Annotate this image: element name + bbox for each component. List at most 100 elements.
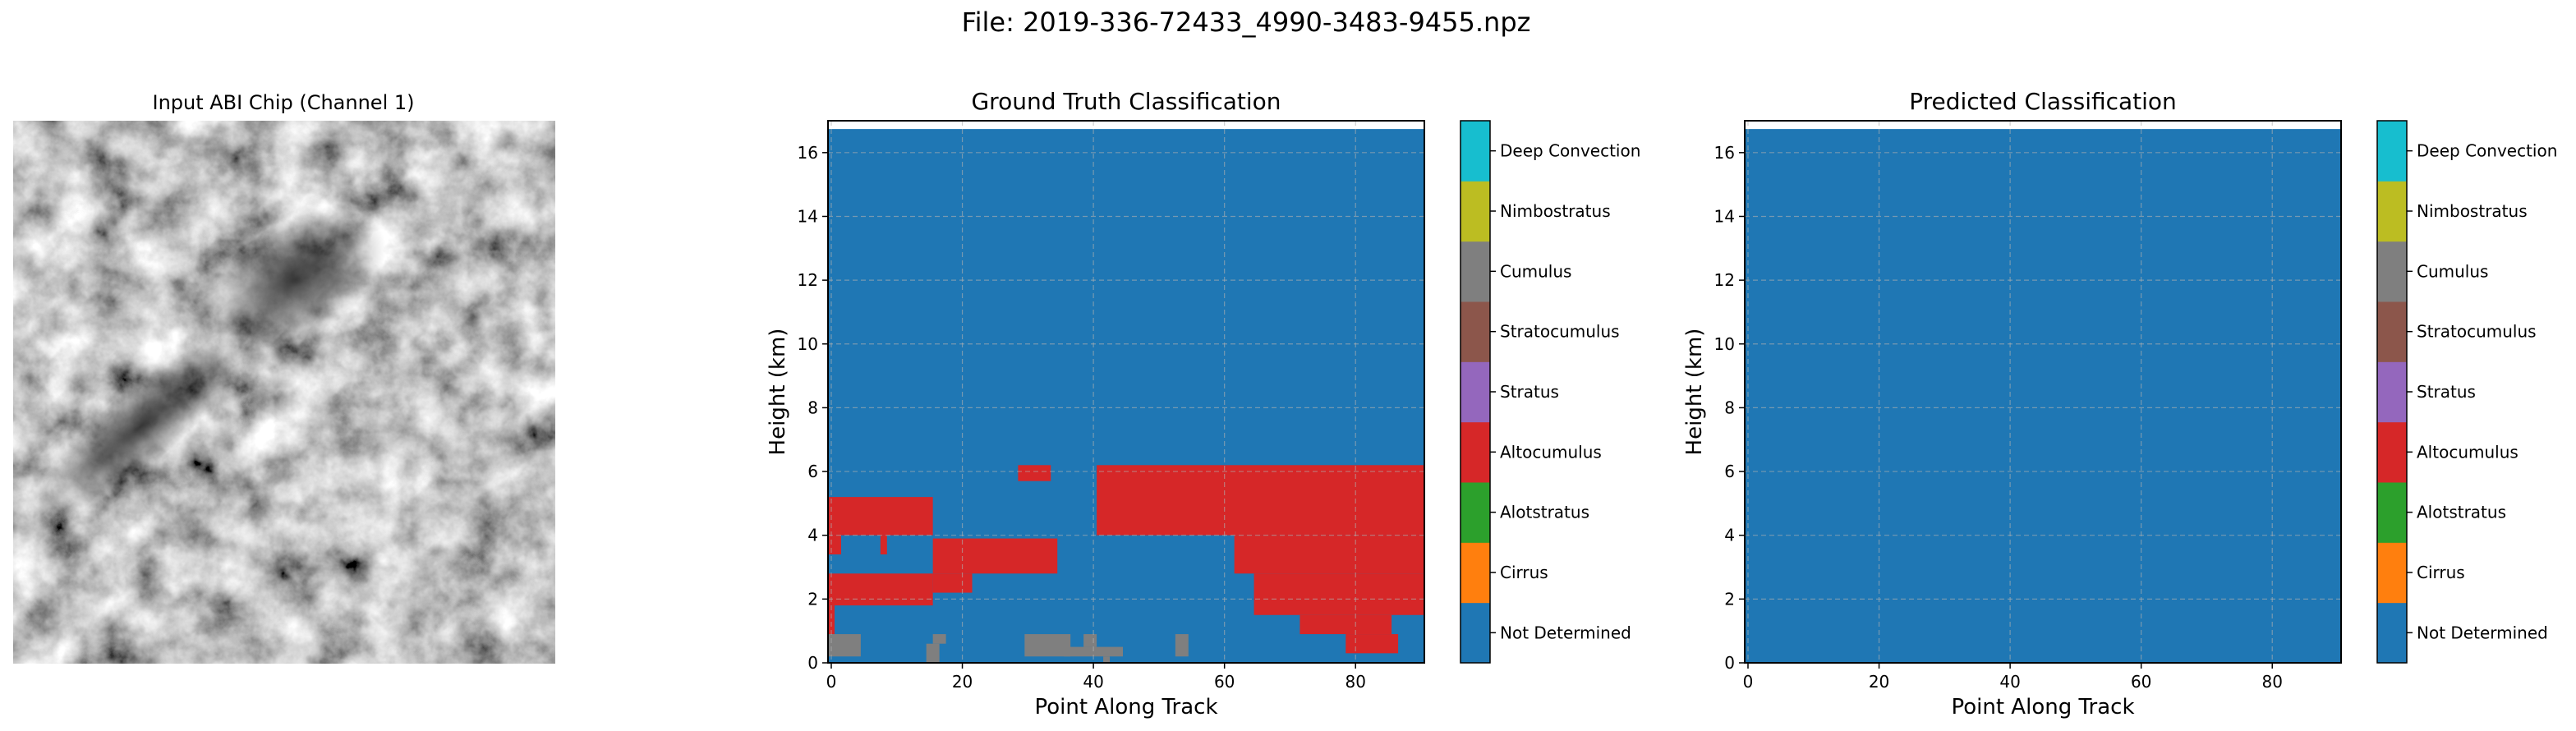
colorbar-swatch-deep-convection bbox=[1460, 121, 1490, 182]
colorbar: Not Determined Cirrus Alotstratus Altocumul… bbox=[1460, 120, 1640, 664]
y-tick-label: 6 bbox=[1724, 462, 1735, 481]
x-tick-label: 80 bbox=[2262, 672, 2283, 692]
colorbar-label: Altocumulus bbox=[1500, 442, 1602, 462]
heatmap-cell-cumulus bbox=[1175, 634, 1189, 657]
colorbar-label: Altocumulus bbox=[2417, 442, 2518, 462]
chart-title: Predicted Classification bbox=[1909, 88, 2177, 115]
heatmap-cell-cumulus bbox=[1024, 634, 1071, 657]
y-tick-label: 14 bbox=[1714, 206, 1735, 226]
x-axis-label: Point Along Track bbox=[1951, 695, 2134, 720]
chart-title: Ground Truth Classification bbox=[971, 88, 1281, 115]
colorbar-swatch-nimbostratus bbox=[1460, 181, 1490, 242]
heatmap-cell-cumulus bbox=[1064, 646, 1124, 657]
colorbar-label: Alotstratus bbox=[2417, 503, 2506, 522]
heatmap-cell-altocumulus bbox=[1254, 573, 1424, 615]
x-tick-label: 40 bbox=[1083, 672, 1103, 692]
colorbar-swatch-cirrus bbox=[2377, 542, 2407, 604]
x-tick-label: 60 bbox=[1214, 672, 1235, 692]
y-tick-label: 4 bbox=[807, 526, 818, 545]
y-axis-label: Height (km) bbox=[766, 329, 790, 456]
colorbar-swatch-cumulus bbox=[2377, 241, 2407, 302]
colorbar-swatch-alotstratus bbox=[1460, 482, 1490, 543]
colorbar-label: Deep Convection bbox=[2417, 141, 2557, 161]
heatmap-cell-altocumulus bbox=[1234, 535, 1424, 574]
heatmap-cell-altocumulus bbox=[1300, 614, 1392, 635]
colorbar-swatch-alotstratus bbox=[2377, 482, 2407, 543]
colorbar-swatch-cirrus bbox=[1460, 542, 1490, 604]
heatmap-cell-altocumulus bbox=[880, 535, 887, 554]
y-axis-ticks: 0 2 4 6 8 10 12 14 16 bbox=[1714, 143, 1745, 673]
heatmap-cell-altocumulus bbox=[828, 535, 841, 554]
colorbar-label: Cirrus bbox=[1500, 563, 1548, 582]
colorbar-label: Stratus bbox=[2417, 382, 2476, 402]
predicted-chart: Predicted Classification 0 20 40 60 80 0 2 4 6 8… bbox=[1682, 88, 2557, 720]
heatmap-cell-cumulus bbox=[932, 634, 946, 644]
grid-lines bbox=[1745, 121, 2341, 664]
colorbar-swatch-stratus bbox=[1460, 361, 1490, 423]
ground-truth-chart: Ground Truth Classification 0 20 40 60 80 0 2… bbox=[766, 88, 1640, 720]
y-tick-label: 0 bbox=[807, 653, 818, 673]
y-tick-label: 10 bbox=[1714, 334, 1735, 354]
y-tick-label: 12 bbox=[1714, 270, 1735, 290]
y-tick-label: 10 bbox=[798, 334, 818, 354]
heatmap-cells bbox=[1745, 129, 2341, 663]
colorbar-swatch-altocumulus bbox=[2377, 421, 2407, 483]
y-axis-label: Height (km) bbox=[1682, 329, 1707, 456]
x-axis-label: Point Along Track bbox=[1034, 695, 1217, 720]
colorbar-label: Stratocumulus bbox=[2417, 322, 2537, 342]
colorbar-label: Alotstratus bbox=[1500, 503, 1589, 522]
colorbar-swatch-deep-convection bbox=[2377, 121, 2407, 182]
colorbar-frame bbox=[1460, 120, 1491, 664]
y-tick-label: 14 bbox=[798, 206, 818, 226]
x-axis-ticks: 0 20 40 60 80 bbox=[1743, 663, 2283, 692]
x-tick-label: 80 bbox=[1346, 672, 1366, 692]
grid-lines bbox=[828, 121, 1424, 664]
colorbar-swatch-altocumulus bbox=[1460, 421, 1490, 483]
colorbar-label: Not Determined bbox=[2417, 623, 2548, 642]
colorbar-swatch-not-determined bbox=[1460, 602, 1490, 664]
x-tick-label: 20 bbox=[952, 672, 973, 692]
abi-chip-image bbox=[13, 121, 555, 664]
x-tick-label: 60 bbox=[2131, 672, 2151, 692]
x-tick-label: 40 bbox=[1999, 672, 2020, 692]
x-tick-label: 20 bbox=[1869, 672, 1889, 692]
colorbar-label: Deep Convection bbox=[1500, 141, 1640, 161]
y-tick-label: 12 bbox=[798, 270, 818, 290]
colorbar-label: Nimbostratus bbox=[1500, 201, 1611, 221]
heatmap-cell-altocumulus bbox=[932, 538, 1058, 574]
heatmap-cell-altocumulus bbox=[828, 573, 933, 606]
y-tick-label: 8 bbox=[1724, 398, 1735, 417]
colorbar-swatch-cumulus bbox=[1460, 241, 1490, 302]
plot-frame bbox=[1744, 120, 2342, 664]
heatmap-cell-cumulus bbox=[1083, 634, 1097, 647]
abi-chip-panel: Input ABI Chip (Channel 1) bbox=[13, 91, 555, 664]
colorbar-frame bbox=[2376, 120, 2408, 664]
colorbar-swatch-stratus bbox=[2377, 361, 2407, 423]
y-tick-label: 4 bbox=[1724, 526, 1735, 545]
heatmap-cell-cumulus bbox=[1103, 656, 1111, 663]
colorbar-label: Stratus bbox=[1500, 382, 1559, 402]
x-tick-label: 0 bbox=[1743, 672, 1754, 692]
heatmap-cell-altocumulus bbox=[1097, 465, 1424, 536]
plot-frame bbox=[827, 120, 1425, 664]
heatmap-background-not-determined bbox=[1745, 129, 2341, 663]
y-tick-label: 0 bbox=[1724, 653, 1735, 673]
colorbar-label: Cumulus bbox=[1500, 261, 1571, 281]
y-tick-label: 2 bbox=[807, 589, 818, 609]
heatmap-cell-altocumulus bbox=[1018, 465, 1051, 481]
colorbar-label: Cirrus bbox=[2417, 563, 2465, 582]
heatmap-cell-altocumulus bbox=[828, 605, 835, 635]
heatmap-cell-altocumulus bbox=[828, 497, 933, 536]
y-tick-label: 16 bbox=[1714, 143, 1735, 163]
y-axis-ticks: 0 2 4 6 8 10 12 14 16 bbox=[798, 143, 828, 673]
y-tick-label: 8 bbox=[807, 398, 818, 417]
heatmap-cells bbox=[828, 129, 1424, 663]
chip-title: Input ABI Chip (Channel 1) bbox=[152, 91, 414, 114]
colorbar-swatch-nimbostratus bbox=[2377, 181, 2407, 242]
heatmap-cell-cumulus bbox=[828, 634, 861, 657]
colorbar-swatch-not-determined bbox=[2377, 602, 2407, 664]
colorbar-swatch-stratocumulus bbox=[2377, 301, 2407, 362]
heatmap-cell-cumulus bbox=[926, 643, 940, 663]
y-tick-label: 16 bbox=[798, 143, 818, 163]
